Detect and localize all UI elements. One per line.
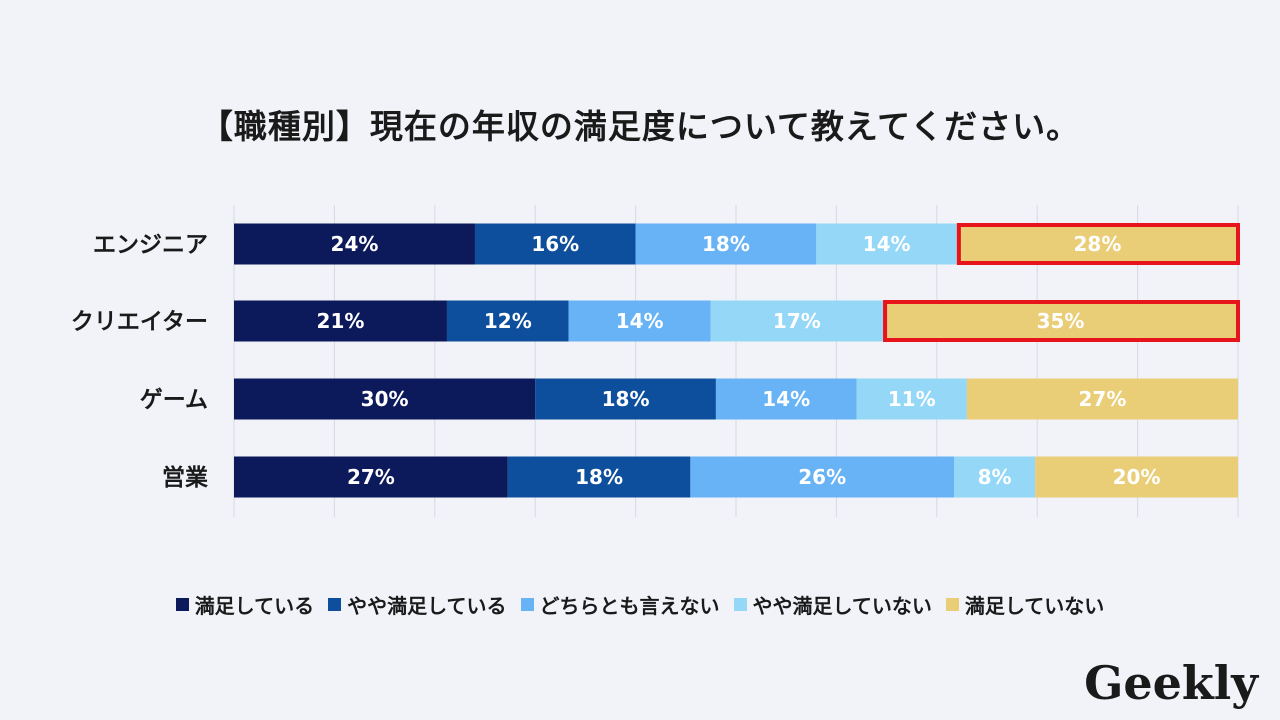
legend-swatch <box>520 598 534 611</box>
bar-segment <box>715 378 857 420</box>
legend-label: どちらとも言えない <box>539 594 720 618</box>
bar-segment <box>234 223 475 265</box>
data-label: 11% <box>888 387 936 411</box>
stacked-bar-chart: エンジニア 24% 16% 18% 14% 28% クリエイター 21% 12% 14% 17% 35… <box>71 205 1240 517</box>
category-label: 営業 <box>162 464 209 491</box>
category-label: クリエイター <box>71 309 208 335</box>
legend-swatch <box>945 598 959 611</box>
data-label: 8% <box>978 465 1012 489</box>
highlight-box <box>956 223 1240 265</box>
bar-segment <box>234 456 508 498</box>
highlight-box <box>883 300 1240 342</box>
legend-item: 満足していない <box>945 590 1105 619</box>
legend-item: どちらとも言えない <box>520 590 720 619</box>
bar-segment <box>956 223 1238 265</box>
geekly-logo: Geekly <box>1084 656 1258 710</box>
chart-title: 【職種別】現在の年収の満足度について教えてください。 <box>199 107 1081 146</box>
legend-label: やや満足している <box>347 594 507 618</box>
bar-segment <box>883 300 1238 342</box>
data-label: 30% <box>361 387 409 411</box>
legend-label: やや満足していない <box>752 594 932 618</box>
bar-segment <box>954 456 1036 498</box>
bar-segment <box>710 300 884 342</box>
data-label: 18% <box>575 465 623 489</box>
category-label: エンジニア <box>93 232 208 258</box>
data-label: 14% <box>863 232 911 256</box>
bar-segment <box>507 456 691 498</box>
bar-segment <box>234 378 536 420</box>
bar-segment <box>1035 456 1238 498</box>
data-label: 17% <box>773 309 821 333</box>
data-label: 12% <box>484 309 532 333</box>
legend-item: やや満足していない <box>733 590 932 619</box>
bar-segment <box>966 378 1238 420</box>
bar-segment <box>535 378 716 420</box>
data-label: 27% <box>347 465 395 489</box>
bar-segment <box>856 378 967 420</box>
data-label: 35% <box>1037 309 1085 333</box>
bar-segment <box>234 300 447 342</box>
data-label: 14% <box>616 309 664 333</box>
legend-item: やや満足している <box>328 590 507 619</box>
bar-segment <box>568 300 711 342</box>
legend: 満足している やや満足している どちらとも言えない やや満足していない 満足していない <box>0 590 1280 619</box>
data-label: 28% <box>1074 232 1122 256</box>
legend-swatch <box>328 598 342 611</box>
data-label: 21% <box>317 309 365 333</box>
category-label: ゲーム <box>140 387 208 413</box>
data-label: 14% <box>762 387 810 411</box>
legend-item: 満足している <box>175 590 315 619</box>
legend-label: 満足していない <box>964 594 1105 618</box>
bar-segment <box>816 223 957 265</box>
data-label: 18% <box>702 232 750 256</box>
bar-segment <box>446 300 569 342</box>
legend-swatch <box>175 598 189 611</box>
data-label: 24% <box>331 232 379 256</box>
legend-swatch <box>733 598 747 611</box>
data-label: 16% <box>531 232 579 256</box>
bar-segment <box>474 223 636 265</box>
data-label: 20% <box>1113 465 1161 489</box>
bar-segment <box>635 223 817 265</box>
data-label: 27% <box>1079 387 1127 411</box>
legend-label: 満足している <box>194 594 315 618</box>
bar-segment <box>690 456 955 498</box>
data-label: 18% <box>602 387 650 411</box>
data-label: 26% <box>798 465 846 489</box>
